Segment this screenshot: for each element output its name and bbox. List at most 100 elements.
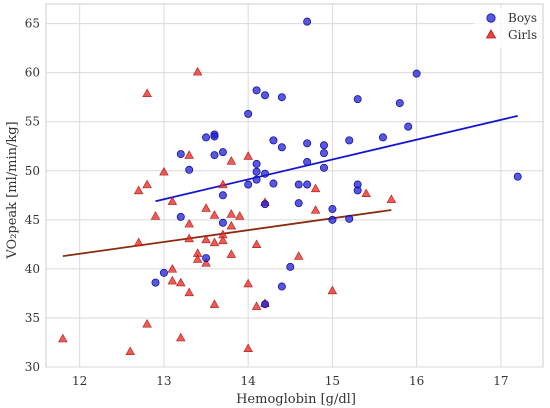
data-point-girls <box>209 210 220 219</box>
data-point-boys <box>261 200 270 209</box>
data-point-boys <box>345 136 354 145</box>
y-tick-label: 45 <box>25 213 40 227</box>
legend-box <box>474 8 542 48</box>
data-point-girls <box>251 301 262 310</box>
data-point-girls <box>167 275 178 285</box>
data-point-girls <box>142 319 152 328</box>
data-point-girls <box>58 333 68 343</box>
x-tick-label: 15 <box>325 374 340 388</box>
data-point-girls <box>243 151 253 160</box>
data-point-boys <box>303 157 312 166</box>
data-point-boys <box>404 122 413 131</box>
legend-marker-boys <box>486 13 496 23</box>
data-point-girls <box>176 332 186 342</box>
data-point-boys <box>303 180 312 189</box>
data-point-boys <box>210 132 219 141</box>
x-tick-label: 14 <box>241 374 257 388</box>
tick-labels: 12 13 14 15 16 17 30 35 40 45 50 55 60 65 <box>25 17 509 388</box>
data-point-girls <box>386 194 397 203</box>
data-point-girls <box>209 299 220 308</box>
data-point-girls <box>176 277 186 287</box>
data-point-girls <box>201 203 211 212</box>
data-point-boys <box>353 186 362 195</box>
data-point-boys <box>294 199 303 208</box>
legend: Boys Girls <box>474 8 542 48</box>
data-point-girls <box>167 264 178 273</box>
data-point-girls <box>226 156 237 165</box>
data-point-boys <box>151 278 160 287</box>
data-point-girls <box>310 205 321 214</box>
data-point-girls <box>201 258 211 267</box>
trend-line-boys <box>155 114 518 203</box>
legend-label-boys: Boys <box>508 11 537 25</box>
data-point-boys <box>328 215 337 224</box>
trend-lines <box>62 114 518 258</box>
x-tick-label: 12 <box>72 374 87 388</box>
plot-area <box>45 3 544 368</box>
x-tick-label: 16 <box>409 374 424 388</box>
data-point-boys <box>277 282 286 291</box>
data-point-boys <box>513 172 522 181</box>
data-point-girls <box>235 211 245 220</box>
data-point-boys <box>159 268 168 277</box>
data-point-boys <box>218 148 227 157</box>
data-point-girls <box>184 150 194 159</box>
data-point-boys <box>277 143 286 152</box>
data-point-girls <box>133 237 144 247</box>
data-point-girls <box>142 88 152 97</box>
y-tick-label: 40 <box>25 262 40 276</box>
data-point-boys <box>319 149 328 158</box>
data-point-girls <box>226 209 237 218</box>
data-point-boys <box>252 86 261 95</box>
data-point-girls <box>201 234 211 244</box>
data-point-girls <box>327 285 338 295</box>
data-point-boys <box>328 205 337 214</box>
data-point-girls <box>243 343 253 353</box>
x-tick-label: 13 <box>156 374 171 388</box>
data-point-boys <box>202 254 211 263</box>
data-point-boys <box>303 17 312 26</box>
y-tick-label: 30 <box>25 360 40 374</box>
data-point-boys <box>244 180 253 189</box>
data-point-boys <box>202 133 211 142</box>
data-point-boys <box>261 91 270 100</box>
data-point-girls <box>226 249 237 258</box>
data-point-boys <box>244 109 253 118</box>
legend-marker-girls <box>485 29 497 39</box>
data-point-boys <box>252 175 261 184</box>
data-point-boys <box>261 169 270 178</box>
grid-lines <box>46 4 543 368</box>
data-point-boys <box>176 150 185 159</box>
data-point-girls <box>184 233 194 243</box>
data-point-boys <box>269 136 278 145</box>
data-point-boys <box>277 93 286 102</box>
data-point-girls <box>184 218 194 228</box>
data-point-boys <box>218 191 227 200</box>
data-point-boys <box>395 99 404 108</box>
data-point-boys <box>210 151 219 160</box>
data-point-girls <box>361 188 371 198</box>
data-point-girls <box>133 185 144 195</box>
data-point-boys <box>412 69 421 78</box>
data-points <box>58 17 522 355</box>
data-point-girls <box>159 166 169 176</box>
data-point-girls <box>243 278 253 288</box>
data-point-girls <box>142 179 152 189</box>
data-point-boys <box>185 165 194 174</box>
data-point-girls <box>192 66 203 76</box>
data-point-girls <box>294 251 304 260</box>
data-point-girls <box>184 287 194 297</box>
legend-label-girls: Girls <box>508 28 537 42</box>
data-point-boys <box>353 95 362 104</box>
data-point-girls <box>218 235 228 245</box>
data-point-boys <box>378 133 387 142</box>
y-axis-label: VO₂peak [ml/min/kg] <box>5 121 20 259</box>
data-point-boys <box>252 159 261 168</box>
data-point-boys <box>345 214 354 223</box>
data-point-girls <box>209 237 220 247</box>
data-point-boys <box>176 212 185 221</box>
data-point-girls <box>125 346 135 355</box>
data-point-boys <box>261 300 270 309</box>
data-point-girls <box>218 179 228 189</box>
